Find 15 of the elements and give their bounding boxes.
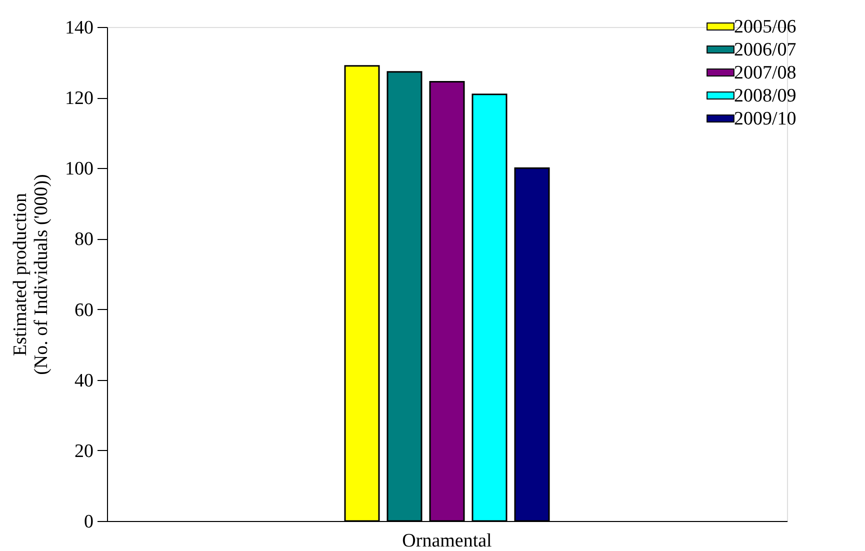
y-tick-label: 0 (84, 512, 94, 532)
legend-label: 2005/06 (734, 16, 796, 38)
y-tick-label: 20 (74, 440, 94, 462)
legend-label: 2008/09 (734, 86, 796, 106)
legend-label: 2009/10 (734, 108, 796, 130)
legend-label: 2007/08 (734, 62, 796, 84)
y-tick-label: 80 (74, 229, 94, 250)
y-axis-title: Estimated production (No. of Individuals ('000)) (10, 174, 52, 375)
y-tick-label: 60 (74, 300, 94, 321)
legend-label: 2006/07 (734, 40, 796, 60)
y-tick-label: 40 (74, 370, 94, 392)
y-tick-label: 140 (65, 18, 94, 38)
y-tick-label: 120 (65, 88, 94, 110)
y-tick-label: 100 (65, 158, 94, 180)
x-tick-label: Ornamental (402, 530, 492, 551)
